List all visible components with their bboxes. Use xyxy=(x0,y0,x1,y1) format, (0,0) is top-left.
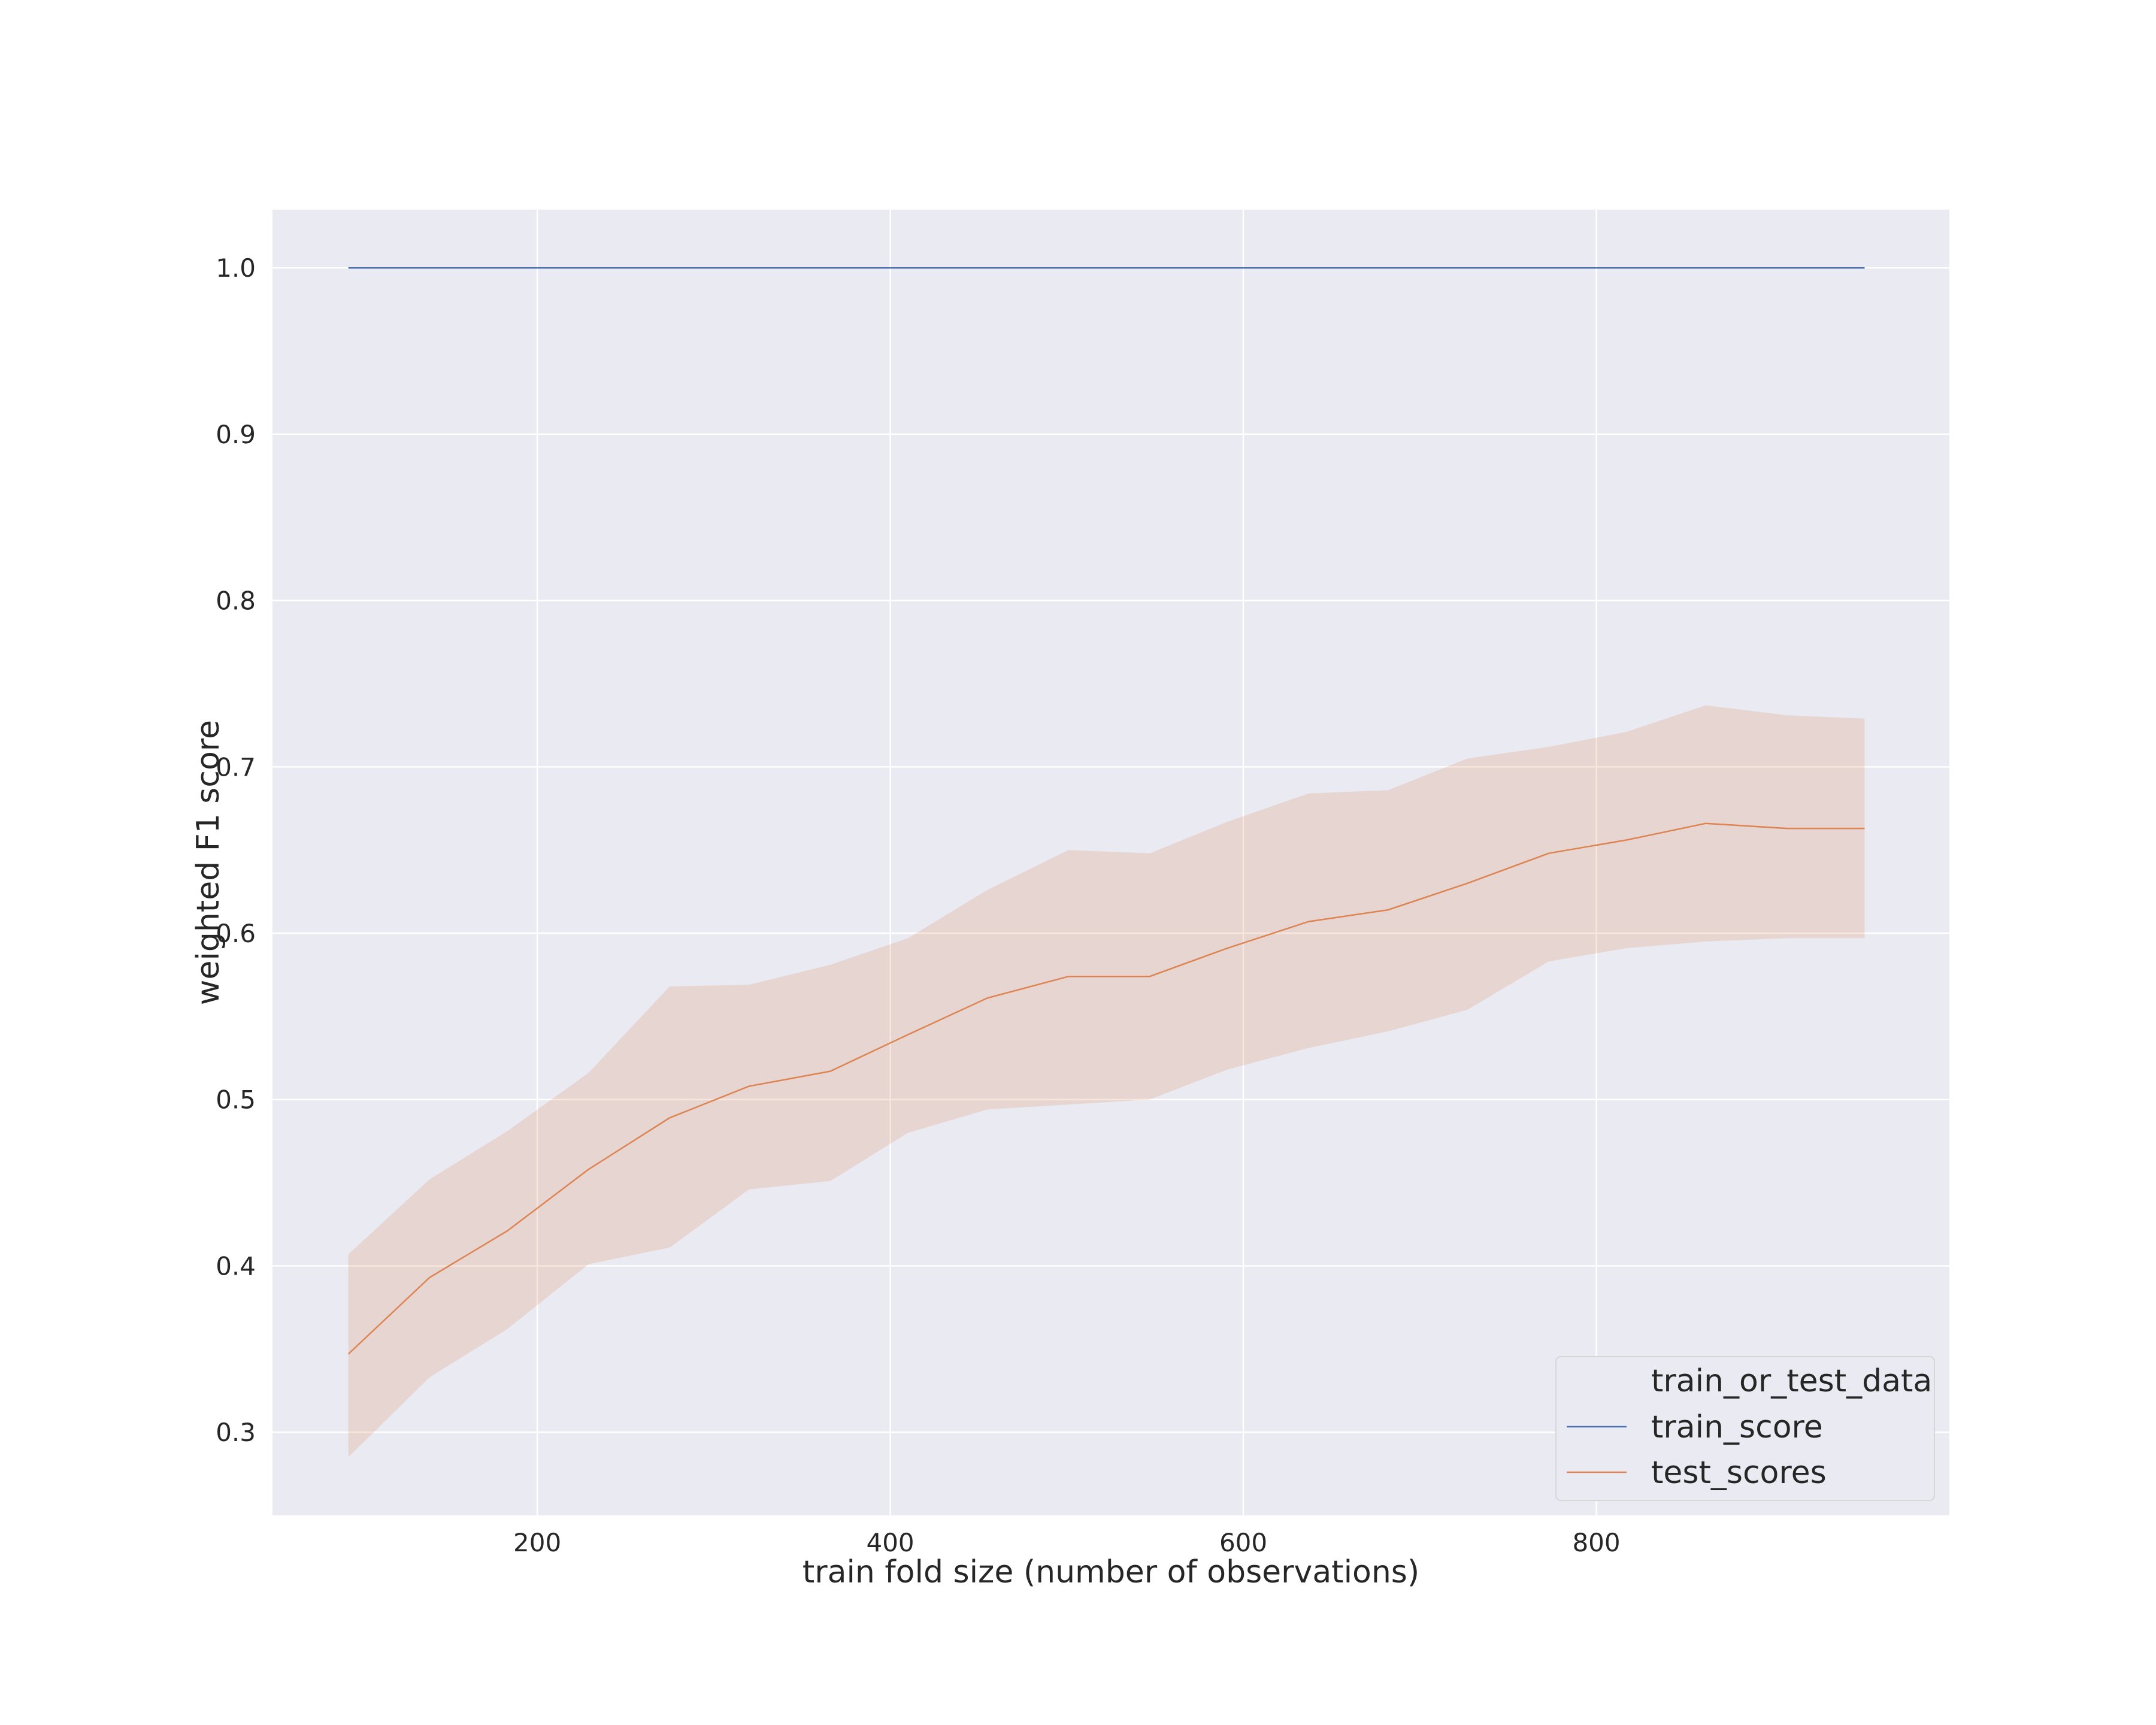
y-tick-label: 0.8 xyxy=(216,586,256,616)
legend-title: train_or_test_data xyxy=(1651,1363,1932,1399)
y-axis-label: weighted F1 score xyxy=(190,720,226,1005)
x-axis-label: train fold size (number of observations) xyxy=(803,1554,1419,1590)
legend: train_or_test_data train_score test_score… xyxy=(1555,1356,1935,1501)
y-tick-label: 1.0 xyxy=(216,253,256,283)
series-lines xyxy=(347,267,1865,1355)
y-tick-label: 0.3 xyxy=(216,1418,256,1447)
test_scores-band xyxy=(348,705,1865,1457)
y-tick-label: 0.9 xyxy=(216,420,256,449)
legend-label-test_scores: test_scores xyxy=(1651,1455,1827,1491)
confidence-bands xyxy=(348,705,1865,1457)
x-tick-label: 200 xyxy=(513,1528,561,1557)
y-tick-label: 0.5 xyxy=(216,1085,256,1115)
legend-items: train_score test_scores xyxy=(1567,1409,1827,1491)
y-tick-label: 0.6 xyxy=(216,919,256,948)
x-tick-label: 400 xyxy=(866,1528,914,1557)
test_scores-line xyxy=(347,822,1865,1355)
x-tick-label: 800 xyxy=(1572,1528,1620,1557)
x-tick-label: 600 xyxy=(1219,1528,1267,1557)
y-tick-label: 0.4 xyxy=(216,1251,256,1281)
plot-area xyxy=(272,210,1949,1515)
y-axis-ticks: 0.3 0.4 0.5 0.6 0.7 0.8 0.9 1.0 xyxy=(216,253,256,1447)
y-tick-label: 0.7 xyxy=(216,752,256,782)
legend-label-train_score: train_score xyxy=(1651,1409,1823,1445)
x-axis-ticks: 200 400 600 800 xyxy=(513,1528,1621,1557)
legend-box xyxy=(1555,1356,1935,1501)
